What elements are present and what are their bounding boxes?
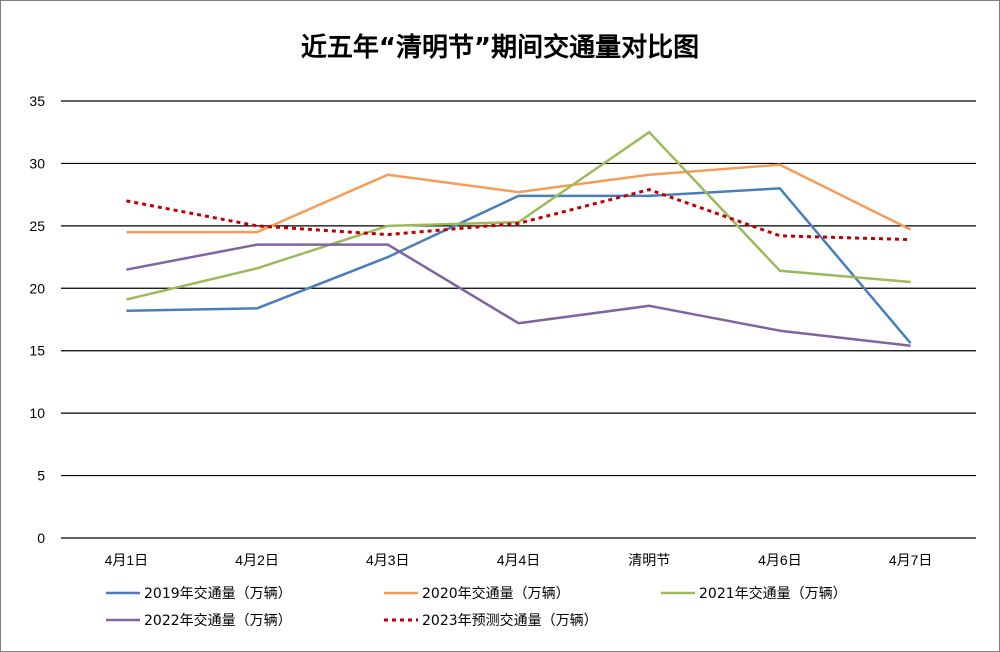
y-tick-label: 20 (29, 280, 45, 296)
data-point (386, 224, 389, 227)
legend: 2019年交通量（万辆） 2020年交通量（万辆） 2021年交通量（万辆） 2022… (106, 585, 847, 629)
data-point (517, 322, 520, 325)
data-point (778, 234, 781, 237)
y-axis-ticks: 0 5 10 15 20 25 30 35 (29, 93, 45, 546)
data-point (125, 268, 128, 271)
data-point (648, 304, 651, 307)
data-point (648, 194, 651, 197)
data-point (256, 243, 259, 246)
y-tick-label: 5 (37, 468, 45, 484)
legend-entry: 2021年交通量（万辆） (699, 585, 847, 602)
legend-entry: 2020年交通量（万辆） (422, 585, 570, 602)
data-point (778, 187, 781, 190)
data-point (648, 188, 651, 191)
data-point (386, 173, 389, 176)
data-point (778, 329, 781, 332)
x-tick-label: 清明节 (628, 552, 670, 568)
data-point (256, 307, 259, 310)
data-point (386, 256, 389, 259)
y-tick-label: 30 (29, 155, 45, 171)
chart-title: 近五年“清明节”期间交通量对比图 (301, 32, 699, 63)
data-point (909, 238, 912, 241)
series-line-2 (126, 163, 912, 234)
data-point (256, 231, 259, 234)
data-point (256, 224, 259, 227)
data-point (909, 281, 912, 284)
x-tick-label: 4月7日 (889, 552, 933, 568)
x-tick-label: 4月6日 (758, 552, 802, 568)
x-tick-label: 4月1日 (105, 552, 149, 568)
data-point (125, 298, 128, 301)
y-tick-label: 25 (29, 218, 45, 234)
data-point (648, 173, 651, 176)
x-tick-label: 4月2日 (235, 552, 279, 568)
data-point (909, 344, 912, 347)
data-point (125, 231, 128, 234)
gridlines (61, 100, 976, 539)
y-tick-label: 10 (29, 405, 45, 421)
x-tick-label: 4月4日 (497, 552, 541, 568)
data-point (517, 194, 520, 197)
data-point (648, 131, 651, 134)
series-line-4 (126, 243, 911, 347)
x-axis-ticks: 4月1日 4月2日 4月3日 4月4日 清明节 4月6日 4月7日 (105, 552, 933, 568)
data-point (386, 233, 389, 236)
data-point (909, 228, 912, 231)
data-point (386, 243, 389, 246)
legend-entry: 2022年交通量（万辆） (144, 612, 292, 629)
data-point (517, 191, 520, 194)
y-tick-label: 35 (29, 93, 45, 109)
legend-entry: 2019年交通量（万辆） (144, 585, 292, 602)
data-point (778, 269, 781, 272)
series-lines (125, 130, 912, 347)
x-tick-label: 4月3日 (366, 552, 410, 568)
data-point (125, 199, 128, 202)
series-line-5 (126, 188, 911, 242)
series-line-1 (126, 187, 912, 345)
legend-entry: 2023年预测交通量（万辆） (422, 612, 598, 629)
series-line-3 (126, 130, 911, 301)
data-point (517, 222, 520, 225)
data-point (125, 309, 128, 312)
data-point (778, 163, 781, 166)
y-tick-label: 15 (29, 343, 45, 359)
data-point (256, 267, 259, 270)
y-tick-label: 0 (37, 530, 45, 546)
